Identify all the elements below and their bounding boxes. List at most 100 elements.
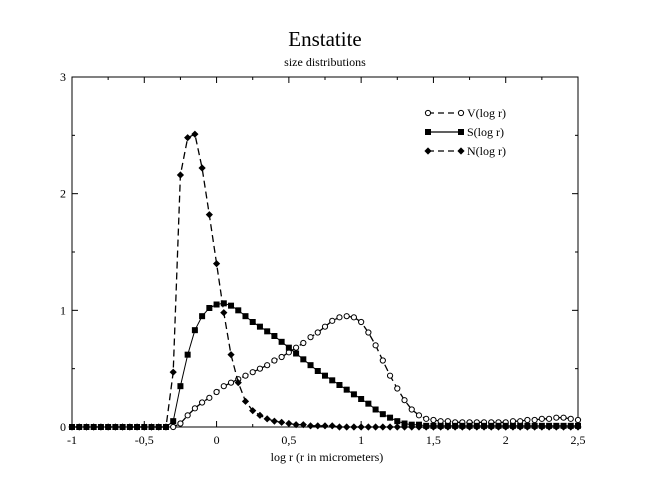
x-tick-label: 1 (358, 433, 364, 447)
data-point (307, 334, 314, 341)
data-point (567, 423, 575, 431)
data-point (321, 323, 329, 330)
data-point (198, 164, 206, 172)
data-point (429, 423, 438, 431)
data-point (111, 423, 119, 431)
x-tick-label: -0,5 (135, 433, 154, 447)
legend-label: V(log r) (467, 106, 506, 120)
data-point (400, 423, 409, 431)
data-point (487, 423, 495, 431)
data-point (350, 391, 357, 398)
data-point (205, 211, 213, 219)
data-point (408, 423, 416, 431)
data-point (343, 423, 351, 431)
data-point (423, 415, 430, 422)
data-point (249, 319, 256, 325)
data-point (256, 365, 264, 372)
data-point (82, 423, 91, 431)
data-point (191, 405, 198, 412)
data-point (531, 423, 539, 431)
y-tick-label: 2 (60, 187, 66, 201)
data-point (147, 423, 156, 431)
data-point (415, 423, 423, 431)
data-point (227, 351, 235, 359)
data-point (444, 423, 452, 431)
series-nlogr (68, 130, 582, 431)
data-point (184, 351, 191, 358)
data-point (199, 313, 206, 320)
data-point (220, 300, 227, 307)
data-point (306, 422, 315, 430)
legend-entry: S(log r) (425, 125, 504, 139)
data-point (401, 397, 408, 404)
legend-entry: V(log r) (424, 106, 506, 120)
legend-marker (457, 109, 465, 117)
data-point (336, 314, 343, 321)
data-point (278, 338, 285, 345)
y-tick-label: 1 (60, 303, 66, 317)
data-point (523, 423, 531, 431)
data-point (365, 329, 372, 336)
legend-label: N(log r) (467, 144, 506, 158)
data-point (104, 423, 112, 431)
data-point (228, 302, 235, 309)
data-point (133, 423, 141, 431)
data-point (206, 394, 213, 401)
data-point (314, 329, 321, 336)
legend-marker (457, 147, 465, 155)
data-point (350, 314, 358, 321)
data-point (415, 412, 423, 419)
data-point (292, 421, 300, 429)
data-point (386, 423, 394, 431)
data-point (68, 423, 76, 431)
data-point (545, 415, 553, 422)
x-axis-label: log r (r in micrometers) (271, 450, 384, 464)
legend-label: S(log r) (467, 125, 504, 139)
data-point (538, 415, 545, 422)
data-point (574, 423, 582, 431)
y-tick-label: 3 (60, 70, 66, 84)
data-point (191, 130, 199, 138)
data-point (430, 416, 437, 424)
data-point (437, 423, 445, 431)
data-point (213, 388, 220, 396)
data-point (242, 372, 249, 379)
data-point (379, 411, 386, 418)
data-point (559, 423, 568, 431)
data-point (321, 422, 329, 430)
x-tick-label: 2,5 (571, 433, 586, 447)
data-point (329, 317, 336, 324)
data-point (155, 423, 163, 431)
legend-marker (424, 109, 432, 117)
data-point (191, 327, 198, 334)
data-point (358, 318, 365, 326)
data-point (177, 420, 184, 427)
data-point (379, 357, 386, 364)
data-point (387, 414, 394, 421)
x-tick-label: 0,5 (281, 433, 296, 447)
data-point (235, 307, 242, 314)
data-point (256, 323, 263, 330)
data-point (567, 415, 574, 422)
chart-title: Enstatite (288, 27, 361, 51)
data-point (285, 419, 293, 428)
data-point (394, 418, 401, 425)
plot-axes: -1 -0,5 0 0,5 1 1,5 2 2,5 0 1 2 3 (60, 70, 586, 447)
data-point (458, 423, 466, 431)
data-point (379, 423, 387, 431)
data-point (358, 396, 365, 402)
data-point (494, 423, 503, 431)
data-point (329, 377, 336, 384)
data-point (335, 423, 344, 431)
data-point (350, 423, 358, 431)
data-point (184, 412, 191, 419)
data-point (271, 333, 278, 339)
data-point (314, 422, 322, 430)
data-point (502, 423, 510, 431)
data-point (364, 423, 372, 431)
data-point (343, 386, 350, 393)
data-point (140, 423, 148, 431)
series-line (72, 302, 578, 428)
data-point (545, 423, 553, 431)
